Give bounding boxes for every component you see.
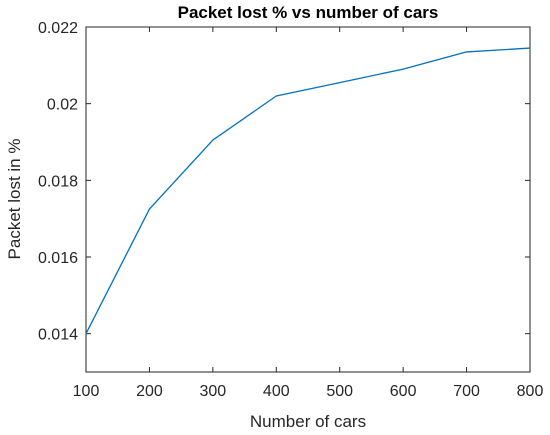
x-tick-label: 400 — [263, 383, 290, 400]
x-tick-label: 100 — [73, 383, 100, 400]
x-tick-label: 500 — [326, 383, 353, 400]
plot-area — [85, 26, 531, 373]
x-tick-label: 200 — [136, 383, 163, 400]
x-axis-label: Number of cars — [250, 412, 366, 431]
series-layer — [85, 47, 531, 334]
y-tick-label: 0.018 — [38, 173, 78, 190]
series-line — [85, 47, 531, 334]
x-axis-ticks: 100 200 300 400 500 600 700 800 — [73, 27, 544, 400]
y-axis-ticks: 0.014 0.016 0.018 0.02 0.022 — [38, 20, 530, 344]
x-tick-label: 800 — [517, 383, 544, 400]
chart-title: Packet lost % vs number of cars — [178, 3, 439, 22]
y-tick-label: 0.022 — [38, 20, 78, 37]
x-tick-label: 300 — [200, 383, 227, 400]
y-tick-label: 0.016 — [38, 250, 78, 267]
x-tick-label: 700 — [453, 383, 480, 400]
y-tick-label: 0.02 — [47, 97, 78, 114]
y-tick-label: 0.014 — [38, 327, 78, 344]
x-tick-label: 600 — [390, 383, 417, 400]
y-axis-label: Packet lost in % — [5, 139, 24, 260]
